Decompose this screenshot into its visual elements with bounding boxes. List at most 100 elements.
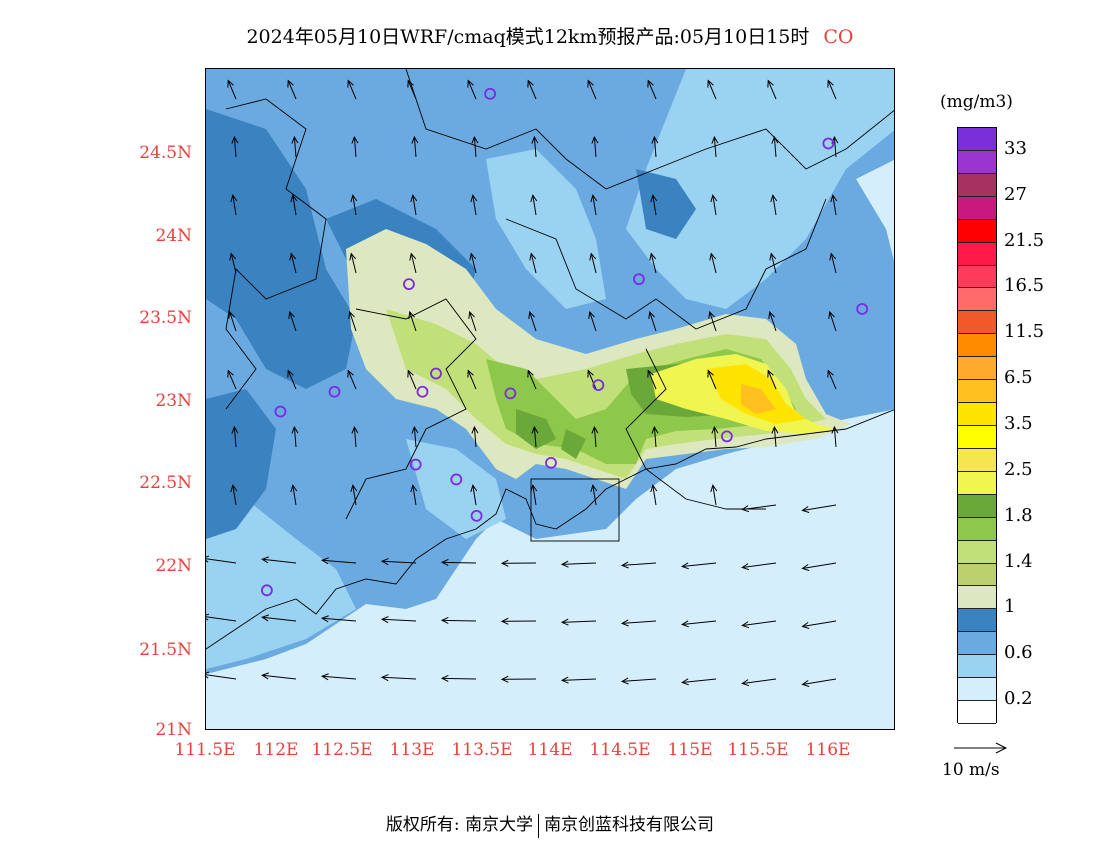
wind-vector-head xyxy=(290,194,298,203)
wind-vector-head xyxy=(741,563,750,571)
land-dark-blue-2 xyxy=(206,389,276,539)
wind-vector xyxy=(382,560,417,564)
wind-vector xyxy=(707,370,717,390)
wind-vector-head xyxy=(649,252,657,261)
wind-vector-head xyxy=(320,615,329,623)
lat-label-23.5: 23.5N xyxy=(139,308,192,328)
wind-vector-head xyxy=(707,369,714,378)
colorbar-cell xyxy=(958,311,996,335)
wind-vector-head xyxy=(350,484,358,493)
wind-vector xyxy=(470,253,477,274)
wind-vector xyxy=(769,311,777,332)
lat-label-21: 21N xyxy=(155,720,192,740)
wind-vector xyxy=(713,427,717,448)
lon-label-113.5: 113.5E xyxy=(451,740,513,760)
species-label: CO xyxy=(823,26,854,48)
colorbar-label: 27 xyxy=(1004,183,1027,205)
wind-vector xyxy=(592,485,597,506)
wind-vector-head xyxy=(291,425,299,434)
wind-vector xyxy=(412,195,417,216)
wind-vector xyxy=(773,427,777,448)
wind-vector xyxy=(233,137,237,158)
colorbar-cell xyxy=(958,403,996,426)
wind-vector-head xyxy=(229,252,237,261)
wind-vector-head xyxy=(770,194,778,203)
land-light-blue-2 xyxy=(486,149,606,309)
lon-label-115: 115E xyxy=(667,740,713,760)
wind-vector xyxy=(742,678,777,684)
wind-vector-head xyxy=(711,135,719,144)
wind-vector-head xyxy=(801,680,810,687)
concentration-map xyxy=(206,69,894,729)
wind-vector-head xyxy=(741,621,750,629)
land-dark-blue xyxy=(206,109,356,389)
wind-vector xyxy=(322,675,357,680)
wind-vector-head xyxy=(287,369,294,378)
wind-vector xyxy=(413,427,417,448)
wind-vector-head xyxy=(320,673,329,681)
wind-vector xyxy=(833,427,837,448)
colorbar-cell xyxy=(958,128,996,151)
map-panel[interactable] xyxy=(205,68,895,730)
title-text: 2024年05月10日WRF/cmaq模式12km预报产品:05月10日15时 xyxy=(246,26,810,48)
reference-vector-arrow xyxy=(954,742,1008,754)
wind-vector-head xyxy=(206,555,210,563)
colorbar-cell xyxy=(958,219,996,243)
wind-vector-head xyxy=(530,484,538,493)
wind-vector xyxy=(592,195,597,216)
wind-vector xyxy=(772,195,777,216)
wind-vector xyxy=(802,562,837,569)
wind-vector-head xyxy=(651,135,659,144)
colorbar-label: 6.5 xyxy=(1004,367,1033,389)
station-marker xyxy=(822,137,835,150)
wind-vector xyxy=(589,311,597,332)
land-dark-blue-4 xyxy=(636,169,696,239)
wind-vector xyxy=(233,427,237,448)
wind-vector xyxy=(262,674,297,680)
wind-vector xyxy=(622,562,657,566)
colorbar-cell xyxy=(958,265,996,289)
wind-vector-head xyxy=(587,79,594,88)
colorbar-cell xyxy=(958,701,996,724)
wind-vector xyxy=(352,485,357,506)
wind-vector-head xyxy=(409,252,417,261)
colorbar-label: 21.5 xyxy=(1004,229,1045,251)
wind-vector xyxy=(587,80,597,100)
wind-vector xyxy=(707,80,717,100)
reference-vector-label: 10 m/s xyxy=(942,760,1000,780)
wind-vector-head xyxy=(351,425,359,434)
wind-vector xyxy=(767,80,777,100)
wind-vector-head xyxy=(651,425,659,434)
wind-vector xyxy=(622,678,657,682)
colorbar-label: 16.5 xyxy=(1004,275,1045,297)
colorbar-cell xyxy=(958,540,996,564)
wind-vector-head xyxy=(288,310,295,320)
wind-vector-head xyxy=(560,618,569,626)
wind-vector xyxy=(653,427,657,448)
colorbar-cell xyxy=(958,448,996,472)
wind-vector-head xyxy=(468,310,475,320)
coastline xyxy=(206,409,894,650)
wind-vector-head xyxy=(527,79,534,88)
wind-vector-head xyxy=(771,135,779,144)
wind-vector xyxy=(229,311,237,332)
lat-label-22.5: 22.5N xyxy=(139,473,192,493)
colorbar-label: 1.4 xyxy=(1004,550,1033,572)
wind-vector xyxy=(652,485,657,506)
station-markers xyxy=(260,87,869,597)
wind-vector-head xyxy=(528,310,535,320)
wind-vector-head xyxy=(708,310,715,320)
colorbar-label: 11.5 xyxy=(1004,321,1045,343)
station-marker xyxy=(484,87,497,100)
colorbar-cell xyxy=(958,471,996,495)
wind-vector xyxy=(682,678,717,683)
colorbar-cell xyxy=(958,563,996,587)
wind-vector xyxy=(593,137,597,158)
station-marker xyxy=(430,367,442,380)
wind-vector xyxy=(293,137,297,158)
colorbar-cell xyxy=(958,632,996,656)
wind-vector-head xyxy=(707,79,714,88)
province-boundary xyxy=(225,98,327,410)
wind-vector-head xyxy=(709,252,717,261)
wind-vector-head xyxy=(620,619,629,627)
